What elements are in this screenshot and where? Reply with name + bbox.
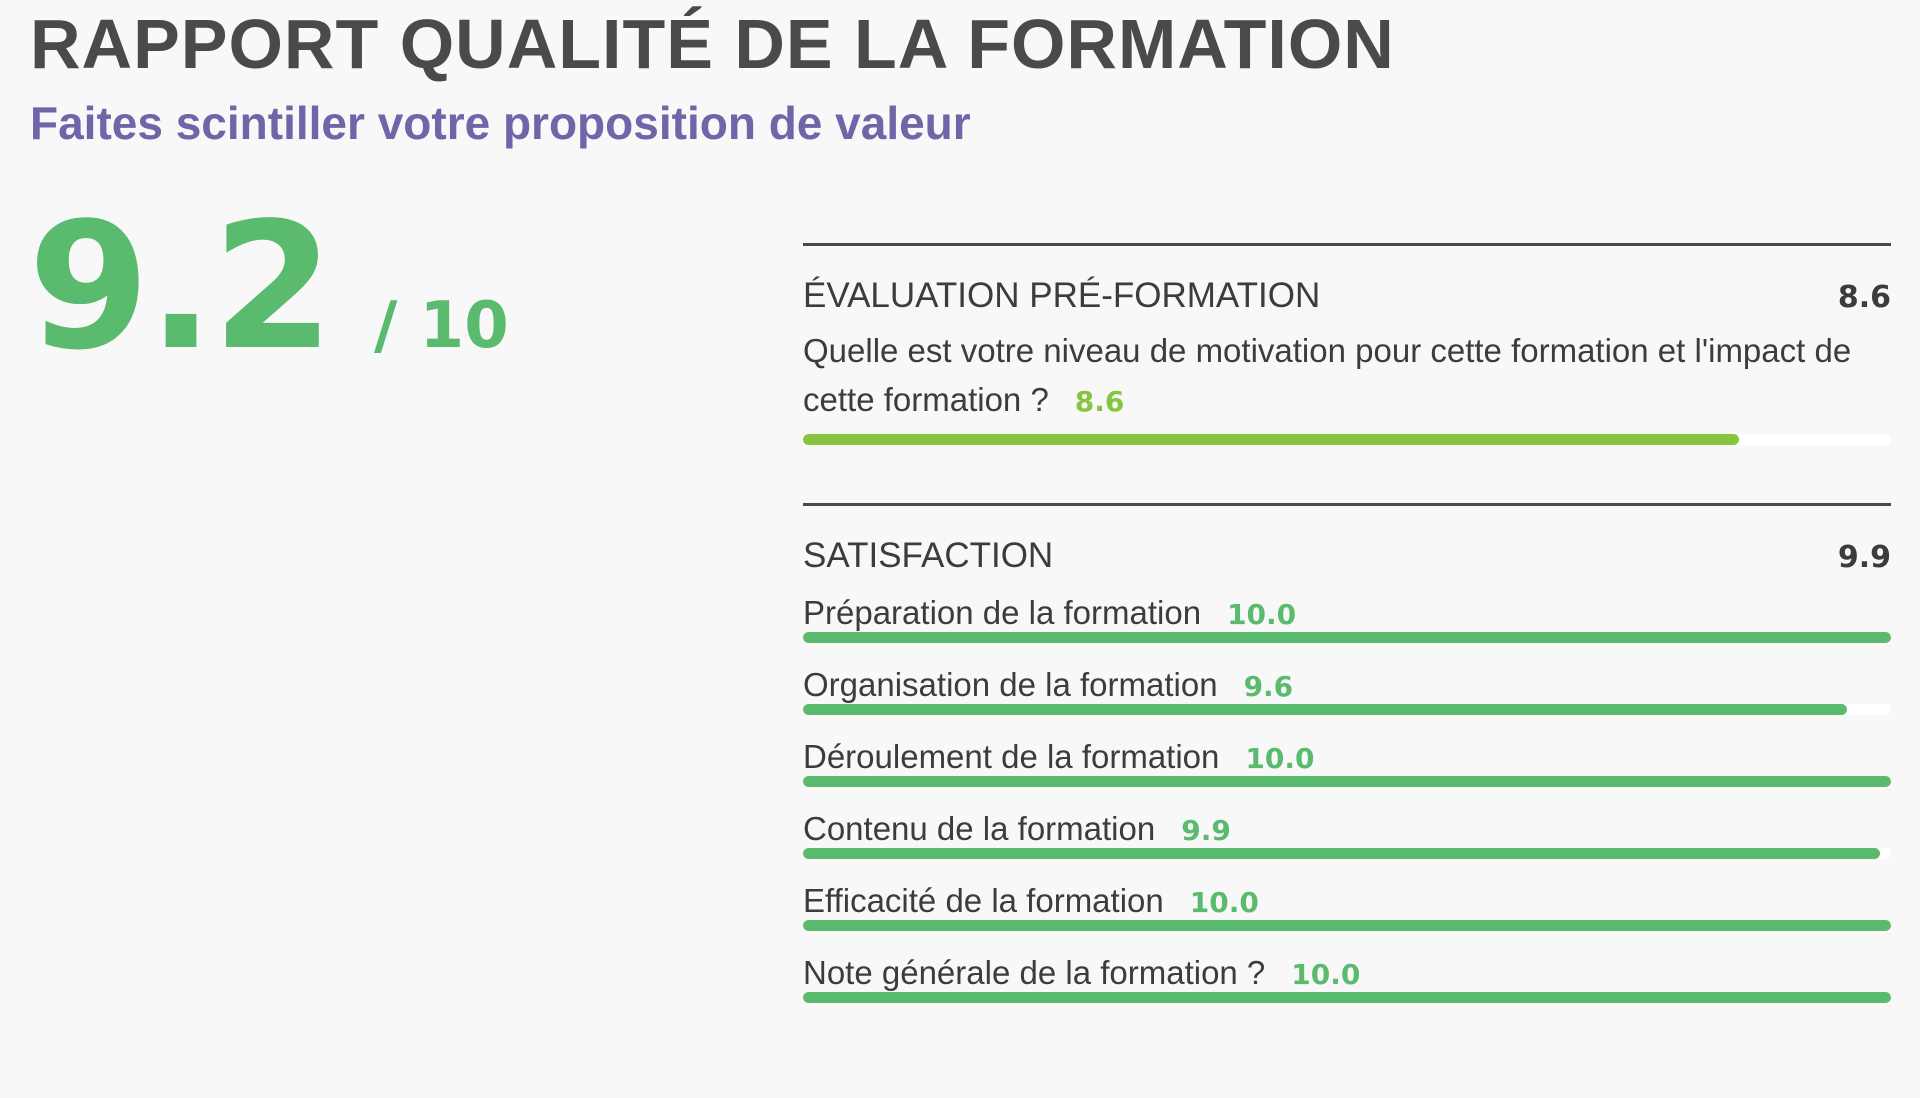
- progress-bar-fill: [803, 434, 1739, 445]
- section-score: 9.9: [1837, 540, 1891, 575]
- section-divider: [803, 503, 1891, 506]
- item-label: Efficacité de la formation 10.0: [803, 876, 1891, 920]
- progress-bar-track: [803, 434, 1891, 445]
- list-item: Note générale de la formation ? 10.0: [803, 948, 1891, 1003]
- question-score: 8.6: [1074, 385, 1125, 418]
- progress-bar-fill: [803, 992, 1891, 1003]
- overall-score-max: / 10: [374, 289, 509, 363]
- item-text: Contenu de la formation: [803, 810, 1156, 847]
- question-label: Quelle est votre niveau de motivation po…: [803, 326, 1891, 426]
- item-text: Déroulement de la formation: [803, 738, 1220, 775]
- progress-bar-track: [803, 704, 1891, 715]
- section-header: SATISFACTION 9.9: [803, 536, 1891, 588]
- progress-bar-track: [803, 920, 1891, 931]
- item-score: 10.0: [1291, 958, 1361, 991]
- section-divider: [803, 243, 1891, 246]
- list-item: Contenu de la formation 9.9: [803, 804, 1891, 859]
- item-label: Contenu de la formation 9.9: [803, 804, 1891, 848]
- item-text: Préparation de la formation: [803, 594, 1202, 631]
- section-header: ÉVALUATION PRÉ-FORMATION 8.6: [803, 276, 1891, 328]
- item-text: Note générale de la formation ?: [803, 954, 1266, 991]
- overall-score: 9.2/ 10: [28, 200, 509, 375]
- list-item: Organisation de la formation 9.6: [803, 660, 1891, 715]
- progress-bar-track: [803, 992, 1891, 1003]
- item-label: Note générale de la formation ? 10.0: [803, 948, 1891, 992]
- list-item: Préparation de la formation 10.0: [803, 588, 1891, 643]
- progress-bar-fill: [803, 776, 1891, 787]
- progress-bar-track: [803, 632, 1891, 643]
- progress-bar-fill: [803, 848, 1881, 859]
- section-pre-formation: ÉVALUATION PRÉ-FORMATION 8.6 Quelle est …: [803, 243, 1891, 445]
- progress-bar-fill: [803, 704, 1848, 715]
- progress-bar-track: [803, 848, 1891, 859]
- progress-bar-fill: [803, 920, 1891, 931]
- progress-bar-fill: [803, 632, 1891, 643]
- item-text: Efficacité de la formation: [803, 882, 1164, 919]
- item-label: Organisation de la formation 9.6: [803, 660, 1891, 704]
- item-text: Organisation de la formation: [803, 666, 1218, 703]
- progress-bar-track: [803, 776, 1891, 787]
- list-item: Efficacité de la formation 10.0: [803, 876, 1891, 931]
- item-label: Déroulement de la formation 10.0: [803, 732, 1891, 776]
- section-score: 8.6: [1837, 280, 1891, 315]
- report-subtitle: Faites scintiller votre proposition de v…: [30, 97, 971, 149]
- question-text: Quelle est votre niveau de motivation po…: [803, 332, 1852, 418]
- item-score: 10.0: [1245, 742, 1315, 775]
- item-score: 9.6: [1243, 670, 1294, 703]
- report-title: RAPPORT QUALITÉ DE LA FORMATION: [30, 5, 1395, 83]
- item-label: Préparation de la formation 10.0: [803, 588, 1891, 632]
- section-title: ÉVALUATION PRÉ-FORMATION: [803, 276, 1321, 315]
- section-satisfaction: SATISFACTION 9.9 Préparation de la forma…: [803, 503, 1891, 1020]
- item-score: 9.9: [1181, 814, 1231, 847]
- list-item: Déroulement de la formation 10.0: [803, 732, 1891, 787]
- overall-score-value: 9.2: [28, 186, 334, 389]
- item-score: 10.0: [1227, 598, 1297, 631]
- item-score: 10.0: [1189, 886, 1259, 919]
- section-title: SATISFACTION: [803, 536, 1054, 575]
